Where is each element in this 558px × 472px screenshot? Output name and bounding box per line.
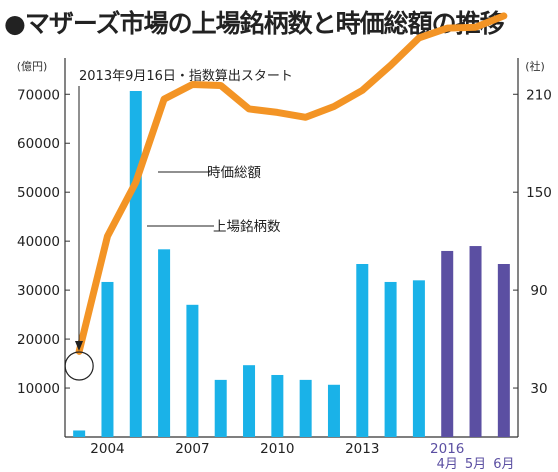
left-tick-label: 20000 <box>17 332 60 348</box>
month-label: 4月 <box>437 457 458 472</box>
bar-2004 <box>101 281 114 437</box>
bar-2009 <box>243 365 256 437</box>
left-tick-label: 50000 <box>17 185 60 201</box>
bar-2005 <box>129 91 142 437</box>
right-tick-label: 150 <box>526 185 552 201</box>
month-label: 5月 <box>465 457 486 472</box>
right-tick-label: 210 <box>526 87 552 103</box>
left-tick-label: 60000 <box>17 136 60 152</box>
x-tick-label: 2007 <box>175 441 209 457</box>
annotation-market-cap: 時価総額 <box>207 165 261 181</box>
left-tick-label: 30000 <box>17 283 60 299</box>
bar-2011 <box>299 379 312 437</box>
annotation-arrow-head <box>75 341 83 351</box>
annotation-circle <box>64 351 94 381</box>
x-tick-label: 2016 <box>430 441 464 457</box>
month-label: 6月 <box>493 457 514 472</box>
line-series-market-cap <box>75 12 508 355</box>
bar-2015 <box>412 280 425 437</box>
bar-2012 <box>327 384 340 437</box>
chart-title: ●マザーズ市場の上場銘柄数と時価総額の推移 <box>4 9 505 38</box>
bar-2016/5 <box>469 246 482 437</box>
left-tick-label: 10000 <box>17 381 60 397</box>
x-tick-label: 2004 <box>90 441 124 457</box>
bar-2007 <box>186 304 199 437</box>
x-tick-label: 2013 <box>345 441 379 457</box>
bar-2014 <box>384 281 397 437</box>
bar-2013 <box>356 264 369 437</box>
bar-2008 <box>214 379 227 437</box>
left-axis-unit: (億円) <box>17 60 48 73</box>
bar-2006 <box>158 249 171 437</box>
annotation-listed-count: 上場銘柄数 <box>213 219 281 235</box>
x-tick-label: 2010 <box>260 441 294 457</box>
bar-2003 <box>73 430 86 437</box>
bar-2016/4 <box>441 250 454 437</box>
left-tick-label: 40000 <box>17 234 60 250</box>
annotation-index-start: 2013年9月16日・指数算出スタート <box>79 69 293 84</box>
bar-2010 <box>271 374 284 437</box>
left-tick-label: 70000 <box>17 87 60 103</box>
bar-2016/6 <box>497 264 510 437</box>
right-tick-label: 90 <box>530 283 547 299</box>
right-axis-unit: (社) <box>525 59 545 73</box>
right-tick-label: 30 <box>530 381 547 397</box>
